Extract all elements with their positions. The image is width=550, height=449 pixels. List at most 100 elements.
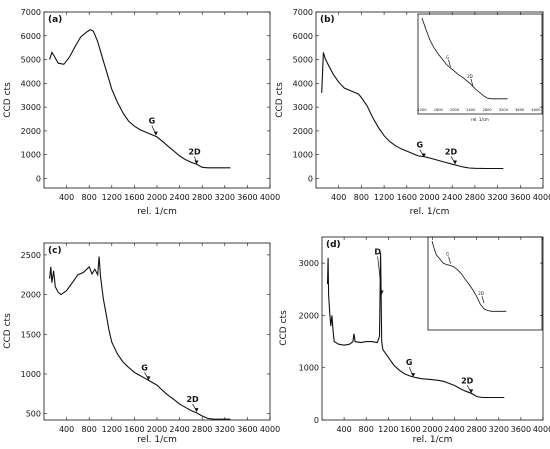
x-tick-label: 1200 [102, 425, 122, 434]
arrow-head [453, 160, 458, 165]
inset-frame [417, 13, 543, 115]
peak-label: G [141, 363, 148, 372]
x-tick-label: 4000 [533, 425, 550, 434]
arrow-head [153, 131, 158, 136]
plot-frame [43, 11, 271, 189]
spectrum-line [49, 29, 231, 169]
x-tick-label: 3200 [215, 425, 235, 434]
x-tick-label: 2400 [442, 193, 462, 202]
y-tick-label: 6000 [293, 32, 313, 41]
x-tick-label: 400 [59, 425, 74, 434]
y-tick-label: 3000 [293, 103, 313, 112]
y-tick-label: 6000 [21, 32, 41, 41]
y-tick-label: 1000 [21, 370, 41, 379]
x-tick-label: 4000 [260, 193, 280, 202]
y-tick-label: 4000 [293, 79, 313, 88]
inset-annotation-arrow [470, 78, 474, 86]
x-axis-label: rel. 1/cm [137, 435, 177, 445]
plot-frame [321, 236, 544, 421]
x-tick-label: 2000 [147, 193, 167, 202]
x-tick-label: 1200 [378, 425, 398, 434]
peak-label: G [417, 141, 424, 150]
x-tick-label: 2400 [169, 425, 189, 434]
y-tick-label: 5000 [21, 56, 41, 65]
panel-b: 4008001200160020002400280032003600400001… [275, 8, 550, 217]
arrow-head [194, 408, 199, 413]
peak-label: 2D [188, 147, 201, 156]
x-tick-label: 800 [359, 425, 374, 434]
inset-peak-label: 2D [478, 291, 484, 296]
x-tick-label: 2400 [169, 193, 189, 202]
y-tick-label: 2000 [21, 291, 41, 300]
y-tick-label: 3000 [299, 259, 319, 268]
panel-label: (c) [48, 246, 62, 256]
y-tick-label: 0 [314, 416, 319, 425]
x-tick-label: 800 [354, 193, 369, 202]
y-tick-label: 3000 [21, 103, 41, 112]
x-tick-label: 2000 [147, 425, 167, 434]
panel-label: (a) [48, 15, 62, 25]
inset-frame [427, 236, 543, 331]
peak-label: G [149, 117, 156, 126]
y-tick-label: 7000 [293, 8, 313, 17]
x-tick-label: 3600 [237, 193, 257, 202]
arrow-head [421, 153, 426, 158]
inset-annotation-arrow [448, 256, 451, 264]
x-axis-label: rel. 1/cm [410, 207, 450, 217]
inset-spectrum-line [421, 17, 508, 100]
x-tick-label: 4000 [260, 425, 280, 434]
x-tick-label: 3200 [215, 193, 235, 202]
panel-label: (d) [326, 240, 341, 250]
y-tick-label: 500 [26, 410, 41, 419]
x-tick-label: 400 [59, 193, 74, 202]
x-tick-label: 2400 [444, 425, 464, 434]
y-tick-label: 1500 [21, 330, 41, 339]
inset-plot: G 2D [427, 236, 543, 331]
inset-annotation-arrow [481, 296, 485, 304]
x-tick-label: 1600 [124, 193, 144, 202]
inset-peak-label: G [446, 252, 449, 257]
inset-peak-label: G [446, 55, 449, 60]
x-tick-label: 1200 [102, 193, 122, 202]
inset-x-tick-label: 1200 [417, 108, 427, 112]
y-tick-label: 2500 [21, 251, 41, 260]
x-tick-label: 3600 [511, 425, 531, 434]
panel-d: 4008001200160020002400280032003600400001… [279, 236, 550, 445]
inset-x-tick-label: 1600 [434, 108, 444, 112]
y-tick-label: 1000 [21, 151, 41, 160]
x-tick-label: 3200 [489, 425, 509, 434]
inset-x-tick-label: 4000 [531, 108, 541, 112]
inset-plot: 1200 1600 2000 2400 2800 3200 3600 4000 rel. 1/c… [417, 13, 543, 122]
spectrum-line [326, 252, 505, 399]
y-axis-label: CCD cts [3, 313, 13, 349]
x-tick-label: 2000 [422, 425, 442, 434]
inset-x-tick-label: 2000 [450, 108, 460, 112]
y-axis-label: CCD cts [275, 82, 285, 118]
y-axis-label: CCD cts [279, 310, 289, 346]
x-tick-label: 2800 [192, 425, 212, 434]
panel-label: (b) [320, 15, 335, 25]
y-tick-label: 1000 [299, 364, 319, 373]
inset-x-tick-label: 2400 [466, 108, 476, 112]
y-tick-label: 2000 [293, 127, 313, 136]
y-tick-label: 5000 [293, 56, 313, 65]
y-tick-label: 4000 [21, 79, 41, 88]
peak-label: D [374, 248, 381, 257]
x-tick-label: 2000 [419, 193, 439, 202]
inset-x-axis-label: rel. 1/cm [471, 117, 489, 122]
x-tick-label: 3600 [510, 193, 530, 202]
inset-x-tick-label: 3200 [499, 108, 509, 112]
peak-label: 2D [445, 147, 458, 156]
arrow-head [469, 389, 474, 394]
panel-a: 400 800 1200 1600 2000 2400 2800 3200 3600 400001… [3, 8, 280, 217]
y-tick-label: 2000 [21, 127, 41, 136]
panel-c: 400 800 1200 1600 2000 2400 2800 3200 3600 400050… [3, 242, 280, 445]
x-tick-label: 1600 [397, 193, 417, 202]
arrow-head [411, 373, 416, 378]
x-tick-label: 1600 [400, 425, 420, 434]
x-tick-label: 1600 [124, 425, 144, 434]
inset-annotation-arrow [448, 59, 451, 67]
inset-x-tick-label: 2800 [483, 108, 493, 112]
arrow-head [194, 160, 199, 165]
